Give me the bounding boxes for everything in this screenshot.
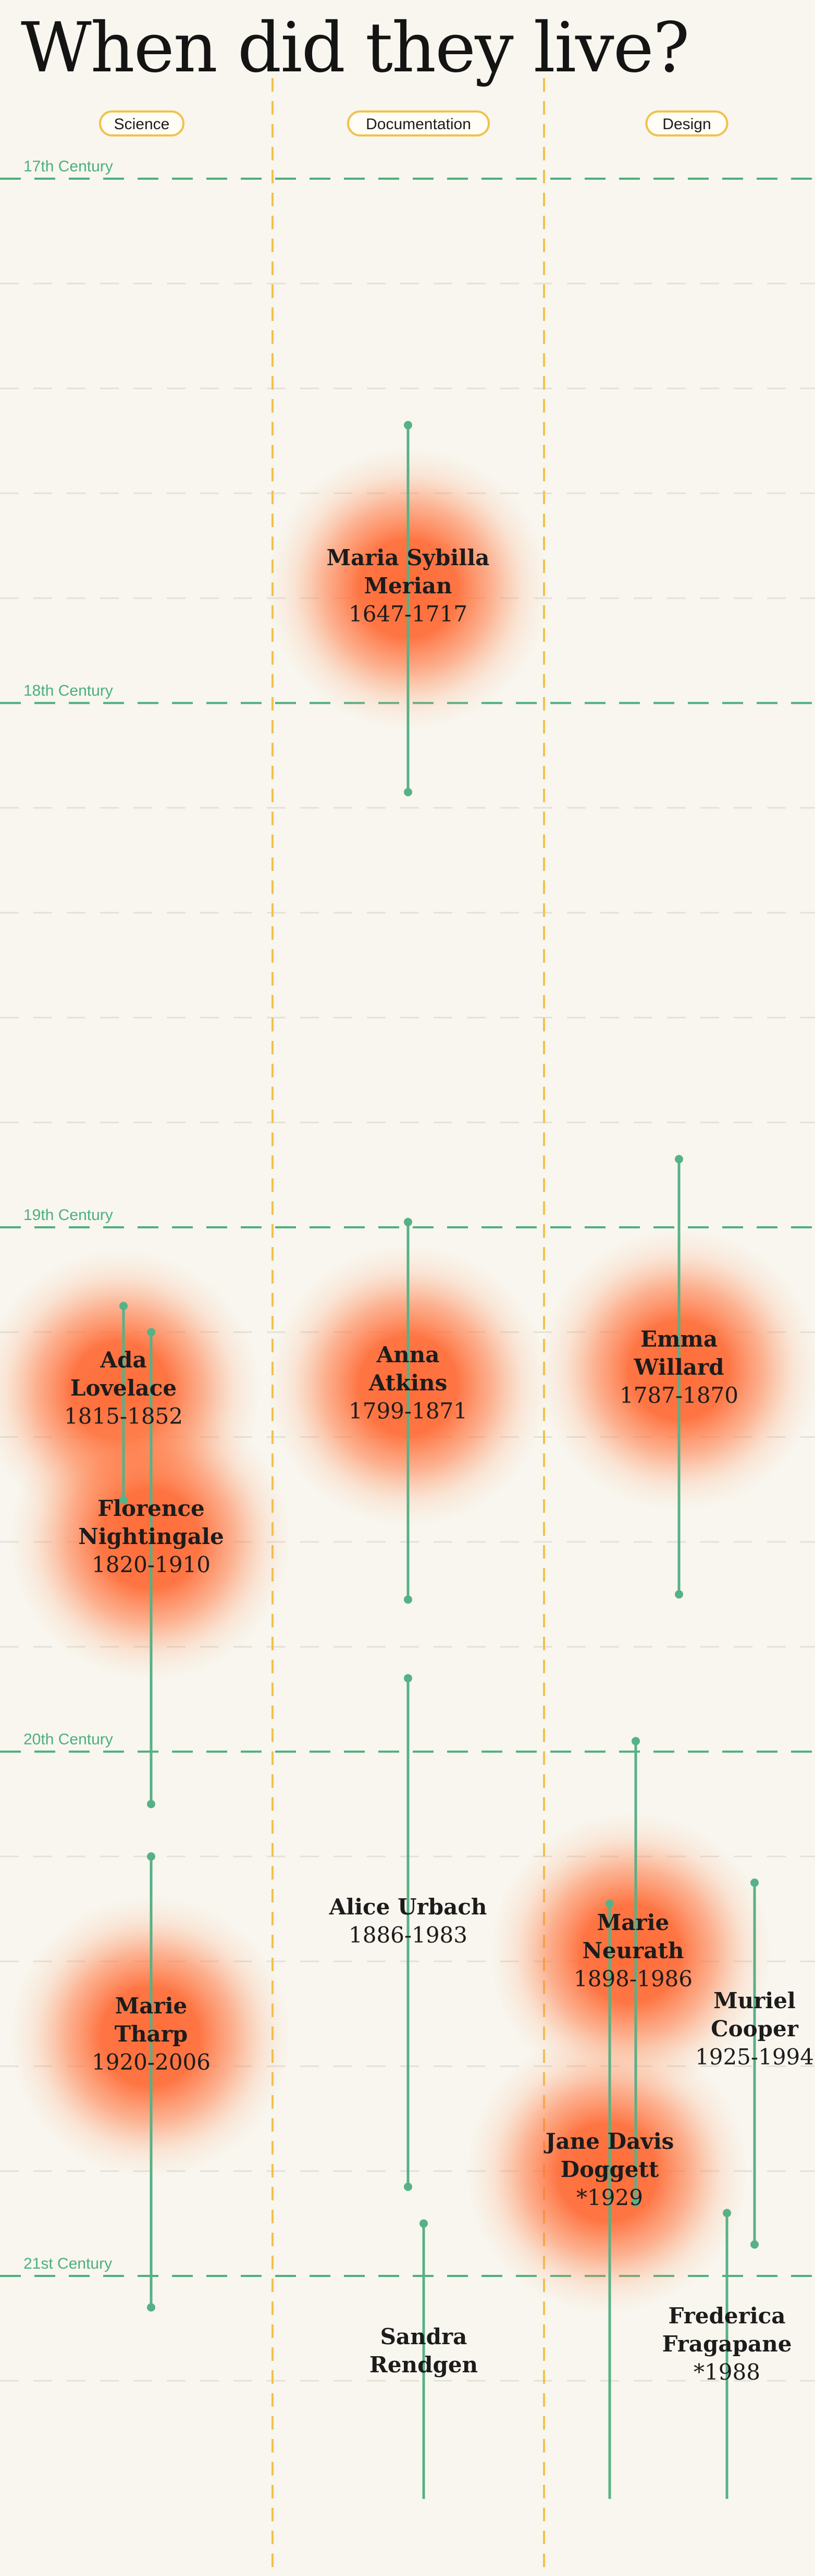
lifeline [750, 1878, 759, 2249]
death-dot [404, 788, 412, 797]
category-pill-bg [645, 110, 728, 136]
birth-dot [750, 1878, 759, 1887]
person-name: Cooper [711, 2016, 799, 2042]
glow-blob [538, 1229, 815, 1511]
death-dot [632, 2198, 640, 2207]
person-years: 1820-1910 [92, 1552, 211, 1577]
birth-dot [147, 1328, 155, 1337]
century-label: 20th Century [23, 1731, 113, 1748]
person-name: Rendgen [369, 2352, 478, 2378]
lifeline [404, 1217, 412, 1604]
person-years: 1898-1986 [574, 1966, 693, 1992]
lifeline [119, 1301, 128, 1504]
person-name: Jane Davis [544, 2129, 674, 2154]
century-label: 21st Century [23, 2255, 112, 2272]
lifeline [147, 1852, 155, 2312]
person-name: Marie [597, 1910, 670, 1935]
birth-dot [404, 1674, 412, 1683]
lifeline [419, 2219, 428, 2499]
lifeline [675, 1155, 683, 1599]
person-name: Anna [376, 1342, 440, 1367]
century-label: 18th Century [23, 682, 113, 700]
person-name: Merian [364, 573, 452, 599]
lifeline [606, 1899, 614, 2499]
birth-dot [147, 1852, 155, 1861]
person-years: 1787-1870 [620, 1383, 738, 1408]
lifeline [723, 2209, 731, 2499]
category-pill-documentation: Documentation [347, 110, 490, 136]
death-dot [750, 2240, 759, 2249]
person-years: 1799-1871 [349, 1398, 467, 1424]
category-pill-bg [347, 110, 490, 136]
person-name: Alice Urbach [329, 1894, 487, 1920]
person-label: Florence Nightingale 1820-1910 [78, 1496, 224, 1577]
birth-dot [119, 1301, 128, 1310]
person-name: Lovelace [70, 1375, 177, 1401]
person-years: 1920-2006 [92, 2049, 211, 2075]
category-pill-label: Documentation [366, 116, 471, 133]
birth-dot [675, 1155, 683, 1164]
century-label: 17th Century [23, 158, 113, 175]
person-name: Florence [97, 1496, 204, 1521]
person-name: Marie [115, 1993, 188, 2019]
person-years: *1929 [576, 2185, 643, 2210]
person-name: Willard [633, 1354, 724, 1380]
death-dot [147, 2303, 155, 2312]
birth-dot [723, 2209, 731, 2218]
person-name: Nightingale [78, 1524, 224, 1549]
birth-dot [419, 2219, 428, 2228]
person-name: Atkins [368, 1370, 448, 1396]
birth-dot [606, 1899, 614, 1908]
century-label: 19th Century [23, 1206, 113, 1224]
glow-blob [466, 2032, 748, 2313]
death-dot [404, 2182, 412, 2191]
person-name: Tharp [115, 2021, 188, 2047]
person-name: Fragapane [662, 2331, 792, 2357]
glow-blob [490, 1813, 771, 2094]
person-name: Maria Sybilla [327, 545, 490, 570]
person-years: 1647-1717 [349, 601, 467, 627]
person-label: Sandra Rendgen [369, 2324, 478, 2378]
page-title: When did they live? [21, 8, 690, 88]
category-pill-science: Science [99, 110, 184, 136]
birth-dot [404, 421, 412, 430]
birth-dot [404, 1217, 412, 1226]
death-dot [119, 1496, 128, 1504]
person-name: Muriel [713, 1988, 796, 2013]
person-label: Marie Neurath 1898-1986 [574, 1910, 693, 1992]
category-pill-bg [99, 110, 184, 136]
category-pill-label: Science [114, 116, 170, 133]
death-dot [147, 1800, 155, 1809]
person-years: *1988 [694, 2359, 760, 2385]
person-years: 1815-1852 [64, 1403, 183, 1429]
person-name: Sandra [380, 2324, 467, 2349]
death-dot [404, 1595, 412, 1604]
lifeline [404, 1674, 412, 2191]
lifeline [147, 1328, 155, 1809]
person-name: Neurath [583, 1938, 684, 1963]
person-name: Doggett [561, 2157, 659, 2182]
lifeline [632, 1737, 640, 2207]
person-label: Jane Davis Doggett *1929 [544, 2129, 674, 2210]
category-pill-label: Design [662, 116, 711, 133]
person-name: Ada [100, 1347, 146, 1373]
person-name: Frederica [669, 2303, 786, 2329]
person-name: Emma [640, 1326, 718, 1352]
birth-dot [632, 1737, 640, 1746]
lifeline [404, 421, 412, 797]
death-dot [675, 1590, 683, 1599]
person-years: 1925-1994 [695, 2044, 814, 2070]
category-pill-design: Design [645, 110, 728, 136]
person-years: 1886-1983 [349, 1922, 467, 1948]
